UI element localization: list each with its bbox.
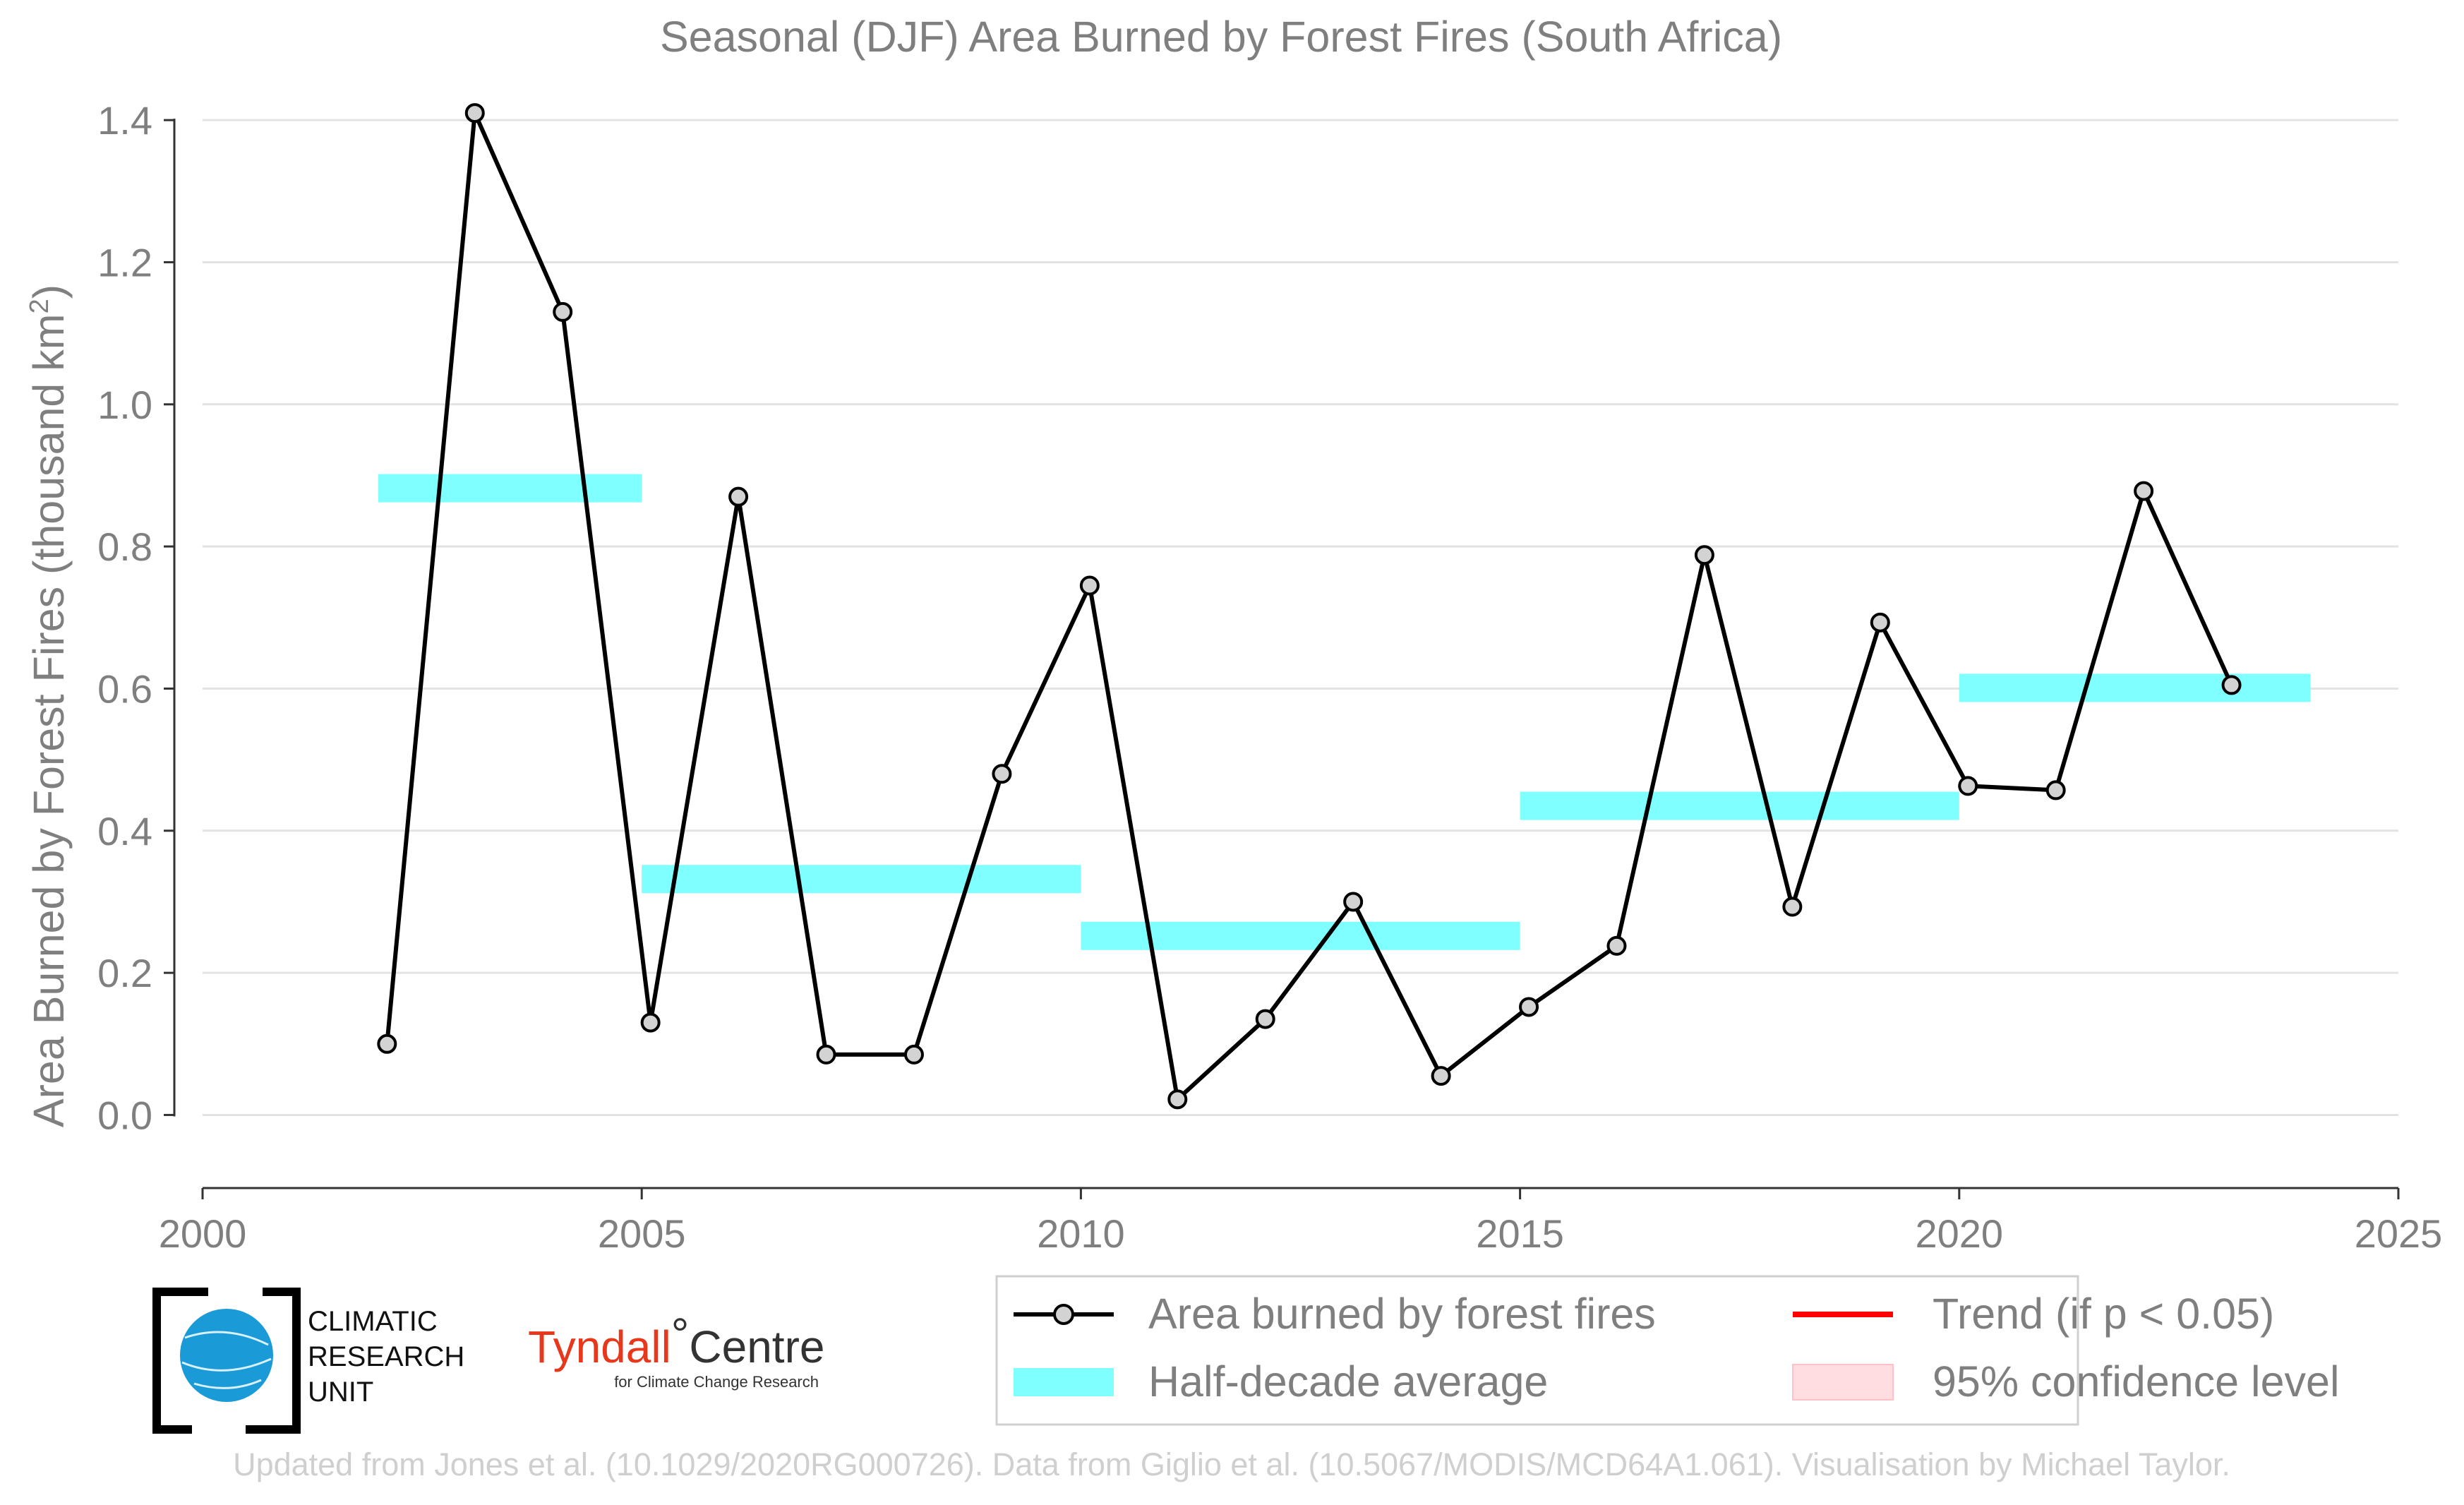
y-tick-label: 1.4 [97,98,152,143]
y-axis-label: Area Burned by Forest Fires (thousand km… [25,284,73,1127]
data-point [2221,675,2242,695]
globe-icon-lines [181,1331,272,1389]
legend: Area burned by forest fires Trend (if p … [995,1275,2340,1426]
cru-line-3: UNIT [308,1377,373,1408]
tyndall-centre-logo: Tyndall°Centre for Climate Change Resear… [528,1309,824,1391]
y-tick-label: 0.6 [97,666,152,711]
data-point [1431,1066,1451,1086]
data-series [377,103,2242,1110]
x-tick-label: 2020 [1916,1211,2004,1256]
cru-line-1: CLIMATIC [308,1306,438,1337]
credit-line: Updated from Jones et al. (10.1029/2020R… [233,1446,2230,1482]
x-tick-label: 2005 [598,1211,686,1256]
legend-label-trend: Trend (if p < 0.05) [1933,1290,2274,1338]
data-point [1870,612,1890,632]
data-point [816,1044,836,1065]
data-point [553,301,573,322]
data-point [1255,1009,1275,1029]
y-tick-label: 0.0 [97,1093,152,1137]
climatic-research-unit-logo: CLIMATIC RESEARCH UNIT [152,1288,464,1434]
x-tick-label: 2010 [1037,1211,1125,1256]
data-point [1343,892,1364,912]
x-tick-label: 2000 [159,1211,247,1256]
half-decade-average-band [1520,791,1959,820]
tyndall-wordmark-degree: ° [671,1309,690,1360]
globe-icon [180,1309,273,1402]
data-point [2045,780,2066,801]
chart-title: Seasonal (DJF) Area Burned by Forest Fir… [660,13,1782,61]
half-decade-average-band [1959,673,2311,702]
half-decade-average-band [642,865,1081,894]
legend-band-symbol [1014,1368,1114,1396]
y-tick-label: 0.4 [97,809,152,853]
data-point [992,764,1012,784]
tyndall-subtitle: for Climate Change Research [614,1373,819,1391]
data-point [1606,935,1627,956]
data-point [728,486,749,507]
tyndall-wordmark-part-1: Tyndall [528,1321,671,1372]
cru-right-bracket [246,1288,301,1434]
y-tick-label: 0.2 [97,951,152,995]
legend-marker-symbol [1053,1304,1074,1325]
data-point [1167,1089,1188,1110]
y-tick-label: 0.8 [97,524,152,569]
grid-lines [203,119,2398,1116]
data-point [640,1012,661,1033]
legend-label-area-burned: Area burned by forest fires [1148,1290,1656,1338]
data-point [1519,997,1539,1017]
y-axis-label-main: Area Burned by Forest Fires (thousand km [25,313,73,1127]
y-axis-label-superscript: 2 [25,299,54,313]
half-decade-average-bands [378,474,2311,950]
cru-line-2: RESEARCH [308,1341,464,1372]
area-burned-line [385,111,2234,1102]
x-tick-label: 2015 [1476,1211,1564,1256]
y-tick-label: 1.2 [97,240,152,284]
legend-label-half-decade: Half-decade average [1148,1357,1548,1405]
data-point [903,1044,924,1065]
data-point [1079,575,1100,596]
y-axis-label-end: ) [25,284,73,299]
data-point [377,1033,397,1054]
data-point [464,103,485,124]
tyndall-wordmark-part-2: Centre [689,1321,824,1372]
tyndall-wordmark: Tyndall°Centre [528,1309,824,1372]
cru-left-bracket [152,1288,208,1434]
data-point [1694,545,1714,565]
half-decade-average-band [378,474,642,503]
legend-label-confidence: 95% confidence level [1933,1357,2340,1405]
y-tick-label: 1.0 [97,383,152,427]
data-point [2134,481,2154,501]
data-point [1958,776,1978,796]
legend-confidence-symbol [1792,1364,1894,1401]
legend-box [995,1275,2079,1426]
half-decade-average-band [1081,921,1520,950]
data-point [1782,897,1803,917]
x-tick-label: 2025 [2355,1211,2443,1256]
axes: 0.0 0.2 0.4 0.6 0.8 1.0 1.2 1.4 2000 2005 2010 2015… [97,98,2442,1256]
